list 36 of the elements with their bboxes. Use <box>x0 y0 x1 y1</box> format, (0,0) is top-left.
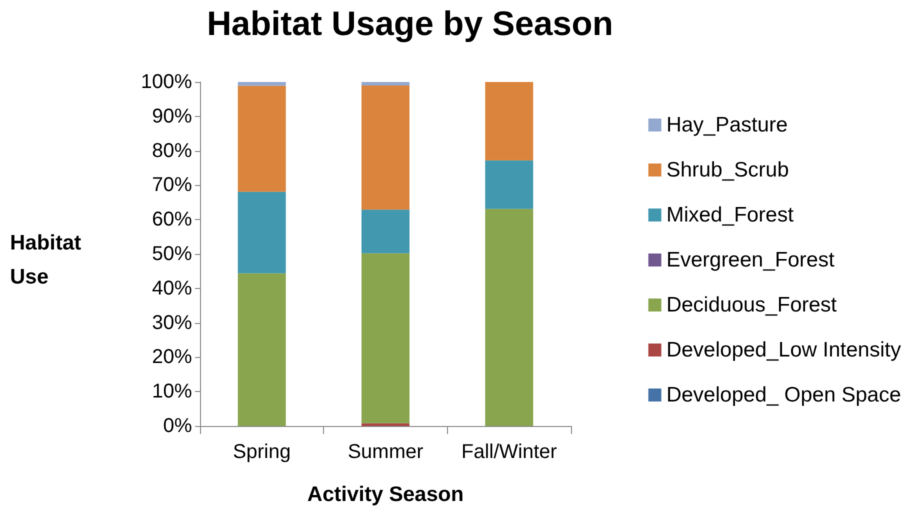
legend-label: Developed_Low Intensity <box>666 338 902 362</box>
bar <box>485 208 534 426</box>
bar <box>362 253 410 424</box>
x-tick-label: Summer <box>348 441 424 463</box>
x-tick-label: Fall/Winter <box>461 441 558 463</box>
y-tick-label: 60% <box>152 208 192 231</box>
y-tick-label: 90% <box>152 105 192 128</box>
bar <box>238 82 286 86</box>
bar <box>238 273 286 426</box>
y-tick-label: 50% <box>152 243 192 265</box>
y-tick-label: 10% <box>152 380 192 403</box>
y-tick-label: 0% <box>163 415 192 437</box>
legend-label: Developed_ Open Space <box>666 384 901 406</box>
bar <box>362 210 410 254</box>
legend-label: Deciduous_Forest <box>666 294 837 316</box>
bar <box>485 82 534 160</box>
x-axis-title: Activity Season <box>307 483 464 506</box>
bar <box>362 423 410 426</box>
legend-label: Mixed_Forest <box>666 204 794 226</box>
chart-title: Habitat Usage by Season <box>206 5 614 43</box>
legend-label: Shrub_Scrub <box>666 158 789 182</box>
bar <box>238 192 286 274</box>
x-tick-label: Spring <box>232 441 291 463</box>
y-tick-label: 40% <box>152 277 192 300</box>
y-tick-label: 70% <box>152 174 192 196</box>
y-axis-title: Habitat Use <box>10 232 82 288</box>
legend-label: Hay_Pasture <box>666 114 788 136</box>
bar <box>238 86 286 192</box>
y-tick-label: 30% <box>152 312 192 334</box>
y-tick-label: 20% <box>152 346 192 368</box>
y-tick-label: 100% <box>140 71 192 93</box>
bar <box>362 82 410 86</box>
bar <box>362 85 410 210</box>
y-tick-label: 80% <box>152 140 192 162</box>
legend-label: Evergreen_Forest <box>666 248 835 272</box>
bar <box>485 160 534 209</box>
